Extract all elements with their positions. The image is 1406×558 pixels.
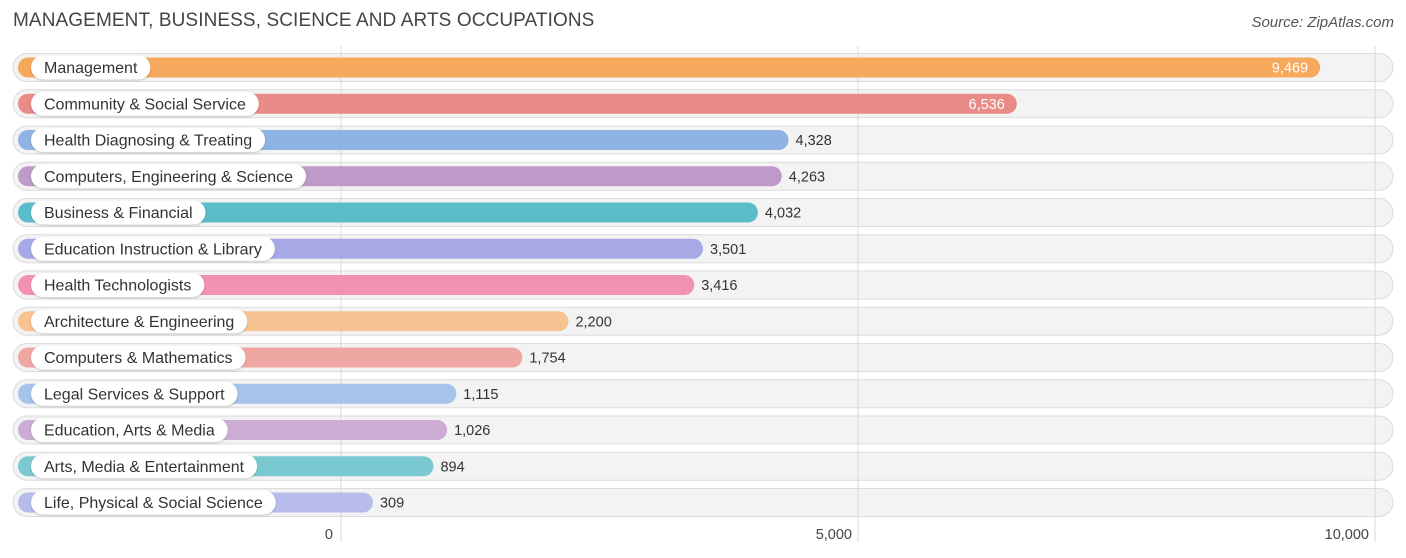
category-label-pill: [31, 200, 206, 225]
category-label: Education, Arts & Media: [44, 423, 215, 440]
value-label: 4,328: [796, 133, 832, 149]
value-label: 4,263: [789, 169, 825, 185]
value-label: 4,032: [765, 206, 801, 222]
category-label: Community & Social Service: [44, 96, 246, 113]
category-label-pill: [31, 164, 307, 189]
category-label-pill: [31, 490, 276, 515]
category-label-pill: [31, 381, 238, 406]
bar[interactable]: [18, 57, 1321, 78]
category-label-pill: [31, 345, 246, 370]
value-label: 2,200: [575, 314, 611, 330]
category-label-pill: [31, 273, 205, 297]
category-label: Computers & Mathematics: [44, 350, 233, 367]
category-label-pill: [31, 418, 228, 442]
category-label: Health Diagnosing & Treating: [44, 133, 252, 150]
value-label: 6,536: [969, 97, 1005, 113]
value-label: 1,754: [529, 351, 565, 367]
category-label: Legal Services & Support: [44, 386, 225, 403]
category-label-pill: [31, 91, 259, 116]
chart-title: MANAGEMENT, BUSINESS, SCIENCE AND ARTS O…: [13, 10, 595, 31]
value-label: 1,026: [454, 423, 490, 439]
category-label: Life, Physical & Social Science: [44, 495, 263, 512]
category-label: Business & Financial: [44, 205, 193, 222]
value-label: 1,115: [463, 387, 498, 403]
category-label-pill: [31, 454, 258, 479]
category-label-pill: [31, 55, 151, 80]
category-label: Education Instruction & Library: [44, 241, 262, 258]
category-label: Management: [44, 60, 138, 77]
value-label: 309: [380, 496, 404, 512]
value-label: 3,416: [701, 278, 737, 294]
category-label: Health Technologists: [44, 278, 191, 295]
chart-source: Source: ZipAtlas.com: [1251, 14, 1394, 31]
bar[interactable]: [18, 93, 1017, 114]
value-label: 3,501: [710, 242, 746, 258]
category-label: Arts, Media & Entertainment: [44, 459, 245, 476]
category-label: Computers, Engineering & Science: [44, 169, 293, 186]
value-label: 894: [440, 459, 464, 475]
x-tick-label: 5,000: [816, 527, 852, 543]
category-label-pill: [31, 236, 275, 261]
category-label: Architecture & Engineering: [44, 314, 234, 331]
x-tick-label: 0: [325, 527, 333, 543]
category-label-pill: [31, 128, 266, 152]
category-label-pill: [31, 309, 248, 334]
value-label: 9,469: [1272, 61, 1308, 77]
x-tick-label: 10,000: [1325, 527, 1369, 543]
